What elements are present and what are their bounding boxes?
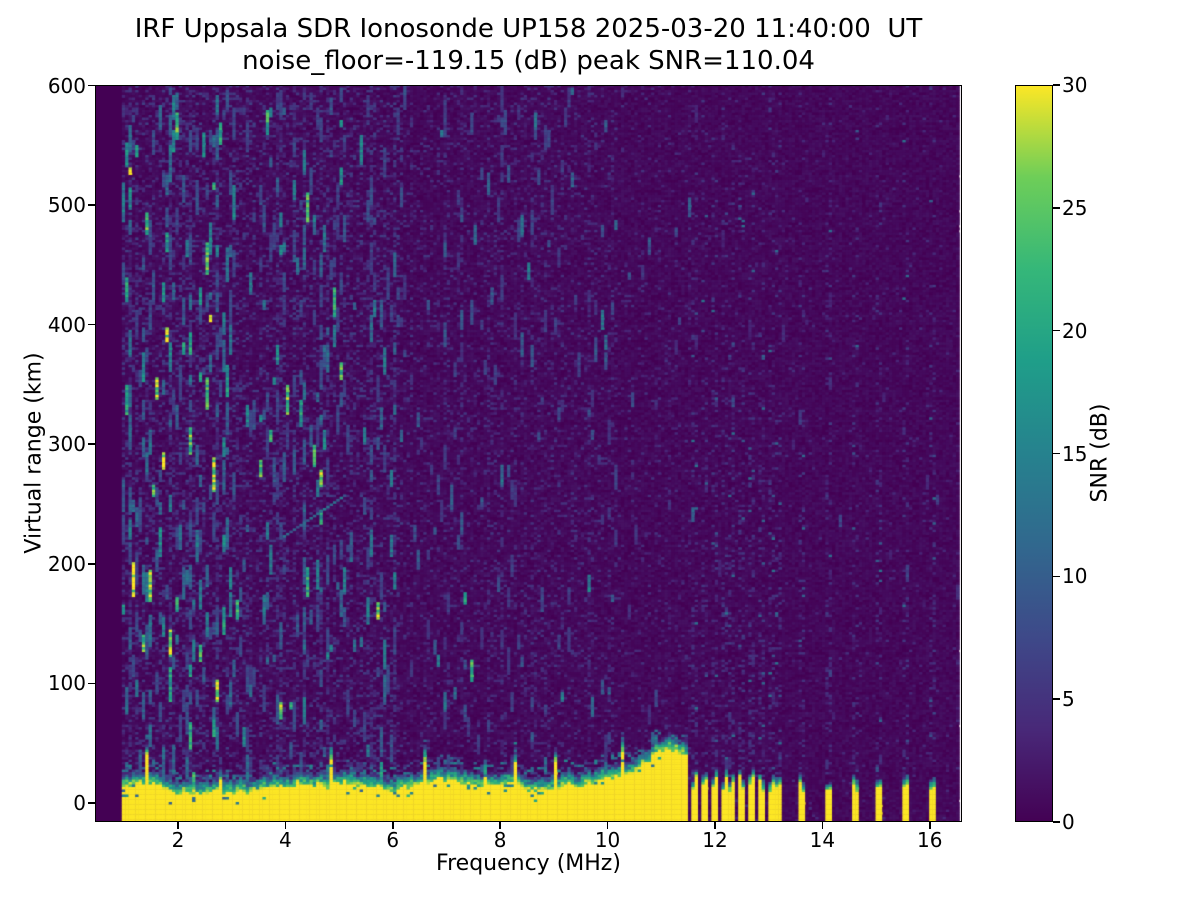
y-tick-label: 200 <box>47 551 86 576</box>
x-tick-mark <box>392 822 394 829</box>
x-tick-mark <box>499 822 501 829</box>
colorbar-tick-label: 25 <box>1062 195 1088 220</box>
x-tick-mark <box>714 822 716 829</box>
colorbar-tick-mark <box>1053 207 1060 209</box>
x-tick-label: 16 <box>917 828 943 852</box>
x-tick-mark <box>177 822 179 829</box>
y-tick-label: 0 <box>73 790 86 815</box>
y-tick-mark <box>88 563 95 565</box>
y-axis-label: Virtual range (km) <box>21 352 47 554</box>
colorbar-gradient <box>1015 85 1053 822</box>
y-tick-mark <box>88 323 95 326</box>
x-tick-label: 8 <box>493 828 507 852</box>
x-axis-label: Frequency (MHz) <box>436 851 621 876</box>
y-tick-mark <box>88 443 95 445</box>
x-tick-label: 10 <box>594 828 621 852</box>
colorbar-tick-mark <box>1053 698 1060 700</box>
y-tick-label: 500 <box>47 193 86 218</box>
plot-title-line2: noise_floor=-119.15 (dB) peak SNR=110.04 <box>242 46 815 76</box>
ionogram-heatmap <box>95 85 962 822</box>
x-tick-label: 4 <box>278 828 292 852</box>
colorbar-tick-mark <box>1053 452 1060 455</box>
y-tick-label: 600 <box>47 73 86 98</box>
colorbar-tick-label: 15 <box>1062 441 1088 466</box>
colorbar-label: SNR (dB) <box>1087 403 1113 503</box>
colorbar-tick-mark <box>1053 329 1060 332</box>
x-tick-label: 12 <box>702 828 728 852</box>
y-tick-mark <box>88 802 95 804</box>
colorbar-tick-label: 20 <box>1062 318 1088 343</box>
colorbar-tick-mark <box>1053 84 1060 86</box>
x-tick-label: 6 <box>386 828 400 852</box>
x-tick-mark <box>821 822 824 829</box>
y-tick-mark <box>88 84 95 87</box>
y-tick-label: 100 <box>47 671 86 696</box>
x-tick-mark <box>606 822 609 829</box>
colorbar-tick-mark <box>1053 575 1060 578</box>
plot-title-line1: IRF Uppsala SDR Ionosonde UP158 2025-03-… <box>134 14 923 44</box>
y-tick-mark <box>88 682 95 685</box>
x-tick-label: 14 <box>809 828 836 852</box>
y-tick-label: 400 <box>47 312 86 337</box>
colorbar-tick-label: 30 <box>1062 73 1088 97</box>
x-tick-mark <box>284 822 287 829</box>
x-tick-label: 2 <box>171 828 185 852</box>
x-tick-mark <box>929 822 931 829</box>
y-tick-mark <box>88 204 95 206</box>
colorbar-tick-label: 5 <box>1062 687 1075 712</box>
colorbar-tick-label: 0 <box>1062 810 1075 834</box>
colorbar-tick-label: 10 <box>1062 564 1088 589</box>
colorbar-tick-mark <box>1053 821 1060 823</box>
y-tick-label: 300 <box>47 432 86 457</box>
